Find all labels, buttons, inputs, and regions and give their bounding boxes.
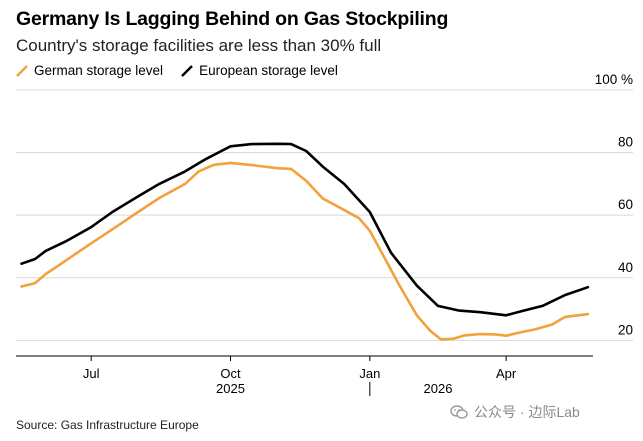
- x-tick-label-oct: Oct: [220, 366, 241, 381]
- year-label-2025: 2025: [216, 381, 245, 396]
- y-tick-label-100: 100 %: [595, 72, 633, 87]
- legend-swatch-european: [181, 64, 193, 77]
- year-label-2026: 2026: [424, 381, 453, 396]
- watermark-text: 公众号 · 边际Lab: [474, 404, 580, 420]
- source-note: Source: Gas Infrastructure Europe: [16, 418, 199, 432]
- legend-item-german: German storage level: [16, 63, 163, 78]
- y-tick-label-60: 60: [618, 197, 633, 212]
- series-line-european: [20, 142, 590, 317]
- y-tick-label-80: 80: [618, 135, 633, 150]
- legend-label-european: European storage level: [199, 63, 338, 78]
- legend-swatch-german: [16, 64, 28, 77]
- y-tick-label-20: 20: [618, 322, 633, 337]
- x-tick-label-apr: Apr: [496, 366, 517, 381]
- series-line-german: [20, 161, 590, 341]
- chart-subtitle: Country's storage facilities are less th…: [16, 36, 382, 55]
- y-tick-label-40: 40: [618, 260, 633, 275]
- chart-title: Germany Is Lagging Behind on Gas Stockpi…: [16, 8, 449, 30]
- watermark: 公众号 · 边际Lab: [450, 402, 580, 422]
- legend-label-german: German storage level: [34, 63, 164, 78]
- legend-item-european: European storage level: [181, 63, 338, 78]
- chart-legend: German storage level European storage le…: [16, 63, 338, 78]
- x-tick-label-jul: Jul: [83, 366, 100, 381]
- wechat-icon: [450, 405, 468, 419]
- x-tick-label-jan: Jan: [359, 366, 380, 381]
